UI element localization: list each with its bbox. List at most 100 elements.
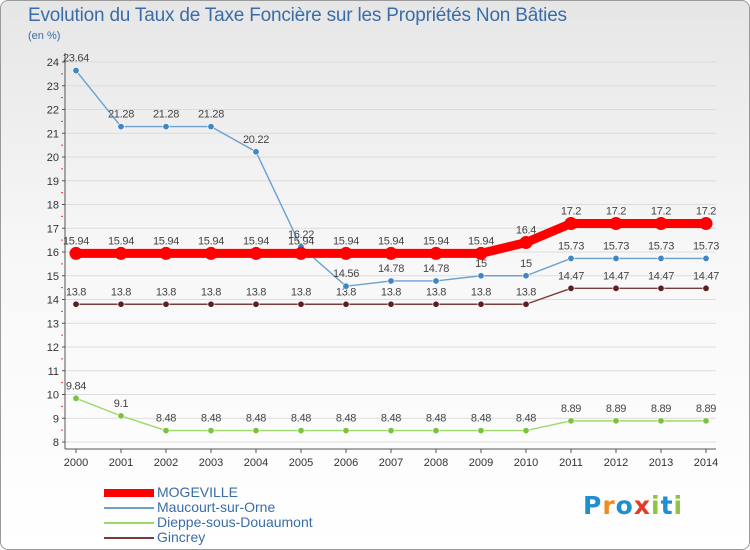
data-label: 8.89 [696,403,716,415]
data-label: 13.8 [156,286,176,298]
x-tick-label: 2013 [649,457,673,469]
x-tick-label: 2006 [334,457,358,469]
data-label: 15.94 [333,235,359,247]
data-point [699,217,713,230]
data-point [339,246,353,260]
data-label: 14.78 [378,263,404,275]
data-point [522,272,530,280]
data-point [69,246,83,260]
data-label: 15.73 [603,240,629,252]
data-point [522,300,530,308]
data-point [159,246,173,260]
data-point [702,417,710,425]
data-point [294,246,308,260]
data-label: 15.94 [378,235,404,247]
x-tick-label: 2012 [604,457,628,469]
x-tick-label: 2003 [199,457,223,469]
data-point [162,300,170,308]
data-label: 8.48 [381,413,401,425]
data-point [252,300,260,308]
data-label: 13.8 [516,286,536,298]
legend-label: Maucourt-sur-Orne [157,499,276,515]
data-point [342,427,350,435]
data-point [477,427,485,435]
data-point [567,417,575,425]
logo-letter: i [673,491,684,520]
data-label: 13.8 [426,286,446,298]
data-label: 13.8 [381,286,401,298]
y-tick-label: 17 [47,223,59,235]
data-point [117,123,125,131]
line-chart: 8 9 10 11 12 13 14 15 16 17 18 19 20 21 22 23 24 2000 2001… [47,53,720,469]
logo-letter: t [660,491,674,520]
data-label: 17.2 [696,206,716,218]
data-point [252,427,260,435]
data-label: 15 [520,258,532,270]
data-label: 21.28 [108,109,134,121]
data-label: 14.47 [558,270,584,282]
data-label: 13.8 [66,286,86,298]
data-label: 8.48 [246,413,266,425]
logo-letter: r [602,491,616,520]
data-point [612,417,620,425]
y-tick-label: 19 [47,176,59,188]
x-tick-label: 2004 [244,457,268,469]
data-point [297,300,305,308]
legend: MOGEVILLE Maucourt-sur-Orne Dieppe-sous-Do… [104,485,313,545]
chart-title: Evolution du Taux de Taxe Foncière sur l… [28,5,567,26]
data-point [657,284,665,292]
data-point [654,217,668,230]
data-label: 14.56 [333,268,359,280]
data-label: 17.2 [561,206,581,218]
data-label: 13.8 [336,286,356,298]
data-label: 8.48 [426,413,446,425]
y-tick-label: 13 [47,318,59,330]
data-label: 14.78 [423,263,449,275]
x-tick-label: 2002 [154,457,178,469]
legend-swatch [104,521,154,524]
data-point [384,246,398,260]
data-label: 13.8 [291,286,311,298]
data-label: 8.48 [156,413,176,425]
data-point [342,300,350,308]
data-point [114,246,128,260]
data-label: 15.94 [468,235,494,247]
data-point [207,123,215,131]
data-point [519,236,533,249]
data-point [429,246,443,260]
data-point [612,254,620,262]
data-label: 17.2 [651,206,671,218]
data-label: 8.89 [561,403,581,415]
data-label: 15.73 [648,240,674,252]
data-label: 9.84 [66,380,86,392]
proxiti-logo: Proxiti [583,491,683,520]
legend-item: Maucourt-sur-Orne [104,500,313,515]
data-label: 16.4 [516,225,536,237]
data-label: 21.28 [198,109,224,121]
data-point [204,246,218,260]
data-label: 23.64 [63,53,89,65]
x-tick-label: 2014 [694,457,718,469]
logo-letter: x [633,491,651,520]
data-point [117,300,125,308]
x-tick-label: 2000 [64,457,88,469]
data-label: 15.94 [198,235,224,247]
data-point [474,246,488,260]
data-label: 15.94 [63,235,89,247]
legend-label: Dieppe-sous-Douaumont [157,514,313,530]
data-label: 15.94 [243,235,269,247]
data-point [207,300,215,308]
y-tick-label: 16 [47,247,59,259]
y-tick-label: 22 [47,105,59,117]
data-point [432,300,440,308]
data-point [702,254,710,262]
data-label: 13.8 [246,286,266,298]
y-tick-label: 14 [47,295,59,307]
y-tick-label: 12 [47,342,59,354]
data-point [387,277,395,285]
y-tick-label: 15 [47,271,59,283]
data-point [567,284,575,292]
legend-label: MOGEVILLE [157,484,238,500]
data-point [522,427,530,435]
